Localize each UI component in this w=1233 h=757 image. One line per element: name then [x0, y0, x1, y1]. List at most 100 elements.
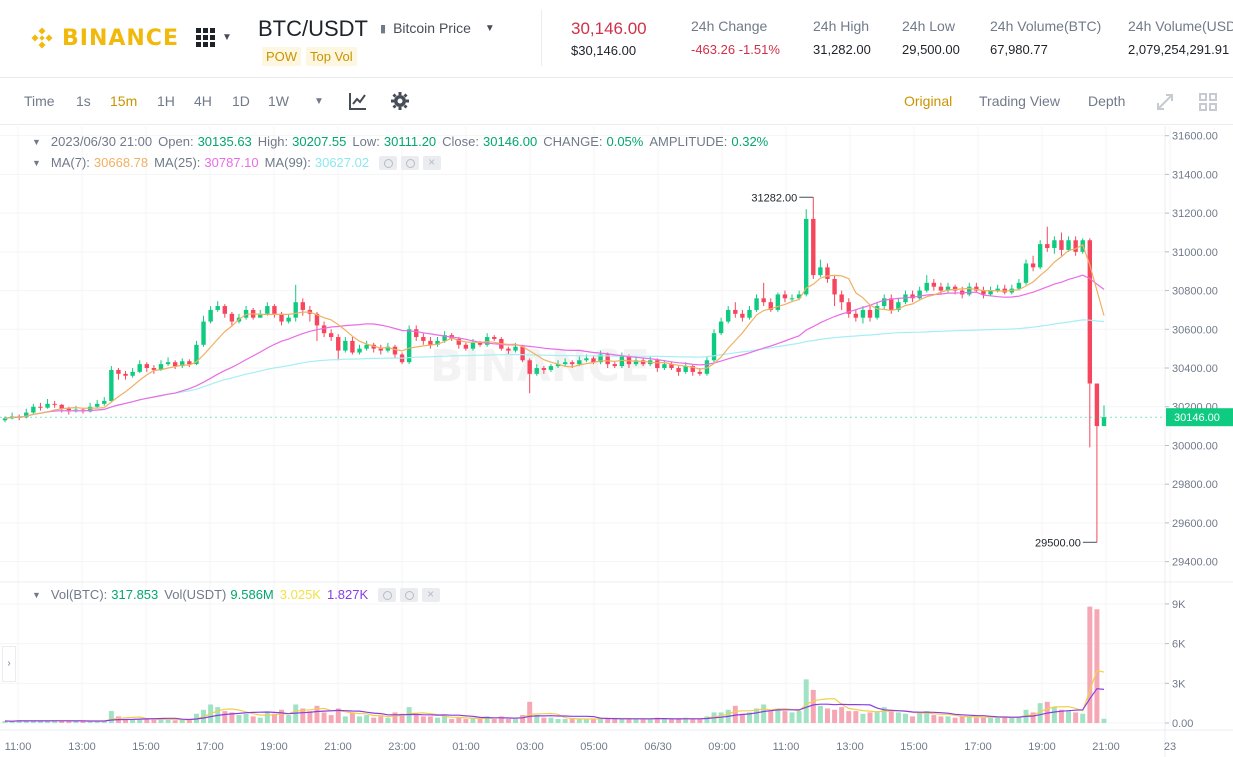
volume-bar-down — [527, 701, 533, 723]
volume-bar-down — [186, 720, 192, 723]
visibility-eye-icon[interactable] — [379, 155, 398, 170]
candle-down — [811, 218, 816, 276]
interval-1d[interactable]: 1D — [232, 93, 250, 109]
settings-icon[interactable] — [400, 587, 419, 602]
volume-bar-down — [172, 720, 178, 723]
candle-down — [676, 368, 681, 372]
candle-down — [300, 302, 305, 310]
volume-bar-down — [59, 720, 65, 723]
candle-down — [839, 294, 844, 303]
candle-down — [321, 325, 327, 334]
volume-bar-up — [598, 717, 604, 723]
view-depth[interactable]: Depth — [1088, 93, 1126, 109]
pair-info-link[interactable]: ▮ Bitcoin Price ▼ — [380, 20, 495, 36]
volume-bar-up — [988, 717, 994, 723]
candle-up — [967, 286, 972, 295]
view-original[interactable]: Original — [904, 93, 953, 109]
candle-up — [598, 354, 603, 363]
settings-gear-icon[interactable] — [390, 91, 410, 116]
price-chart[interactable]: BINANCE 31282.00 29500.00 31600.00 31400.00 3… — [0, 126, 1233, 757]
binance-logo[interactable]: BINANCE — [28, 24, 179, 52]
candlestick-chart-svg[interactable]: BINANCE 31282.00 29500.00 31600.00 31400.00 3… — [0, 126, 1233, 757]
interval-1w[interactable]: 1W — [268, 93, 289, 109]
volume-bar-down — [676, 719, 682, 723]
interval-15m[interactable]: 15m — [110, 93, 138, 109]
volume-bar-up — [924, 711, 930, 723]
volume-bar-down — [463, 719, 469, 723]
time-tick-label: 23:00 — [388, 741, 416, 753]
interval-4h[interactable]: 4H — [194, 93, 212, 109]
volume-bar-down — [271, 713, 277, 723]
interval-1s[interactable]: 1s — [76, 93, 91, 109]
volume-bar-up — [761, 704, 767, 723]
candle-up — [130, 371, 135, 376]
settings-icon[interactable] — [401, 155, 420, 170]
candle-down — [1059, 240, 1064, 250]
last-price-tag — [1166, 408, 1233, 427]
volume-bar-down — [1094, 609, 1100, 723]
volume-bar-down — [973, 717, 979, 723]
volume-bar-up — [789, 712, 795, 723]
candle-down — [38, 406, 43, 408]
candle-down — [1094, 383, 1100, 427]
volume-bar-up — [1101, 718, 1107, 723]
candle-up — [555, 364, 561, 367]
candle-down — [697, 371, 703, 374]
pair-subtitle: Bitcoin Price — [393, 20, 471, 36]
visibility-eye-icon[interactable] — [378, 587, 397, 602]
volume-bar-down — [477, 719, 483, 723]
volume-bar-up — [101, 720, 107, 723]
volume-bar-up — [30, 720, 36, 723]
close-icon[interactable] — [423, 155, 442, 170]
fullscreen-icon[interactable] — [1155, 92, 1175, 117]
view-trading-view[interactable]: Trading View — [979, 93, 1060, 109]
interval-1h[interactable]: 1H — [157, 93, 175, 109]
volume-bar-up — [548, 717, 554, 723]
volume-bar-up — [385, 717, 391, 723]
candle-up — [896, 302, 901, 310]
close-icon[interactable] — [422, 587, 441, 602]
volume-bar-down — [1073, 712, 1079, 723]
price-tick-label: 29600.00 — [1172, 518, 1218, 530]
volume-bar-down — [952, 717, 958, 723]
collapse-triangle-icon[interactable]: ▼ — [32, 157, 41, 168]
volume-ma5-line — [4, 669, 1105, 722]
candle-up — [265, 306, 270, 314]
volume-bar-up — [442, 716, 448, 723]
candle-down — [314, 313, 320, 326]
candle-up — [726, 309, 731, 322]
indicators-icon[interactable] — [348, 91, 368, 116]
collapse-triangle-icon[interactable]: ▼ — [32, 136, 41, 147]
candle-up — [711, 333, 717, 361]
tag-pow[interactable]: POW — [262, 47, 302, 66]
volume-bar-down — [449, 719, 455, 723]
volume-bar-up — [357, 716, 362, 723]
candle-down — [428, 340, 433, 345]
more-intervals-chevron-icon[interactable]: ▼ — [314, 96, 324, 107]
volume-bar-up — [73, 721, 79, 723]
volume-bar-up — [484, 716, 490, 723]
volume-bar-up — [917, 712, 923, 723]
time-tick-label: 15:00 — [132, 741, 160, 753]
candle-down — [981, 290, 986, 295]
candle-up — [988, 290, 993, 295]
ma25-label: MA(25): — [154, 155, 201, 170]
volume-bar-up — [264, 712, 270, 723]
candle-up — [1016, 282, 1022, 289]
interval-time[interactable]: Time — [24, 93, 55, 109]
expand-sidebar-chevron-icon[interactable]: › — [2, 646, 16, 682]
tag-top-vol[interactable]: Top Vol — [306, 47, 357, 66]
binance-watermark: BINANCE — [430, 341, 650, 392]
time-tick-label: 13:00 — [836, 741, 864, 753]
volume-bar-up — [1051, 707, 1057, 723]
candle-down — [570, 362, 575, 365]
volume-bar-up — [165, 719, 171, 723]
layout-grid-icon[interactable] — [1198, 92, 1218, 117]
vol-btc-label: Vol(BTC): — [50, 587, 108, 602]
apps-menu-button[interactable]: ▼ — [196, 28, 232, 47]
volume-bar-up — [108, 711, 114, 723]
volume-bar-up — [754, 708, 760, 723]
collapse-triangle-icon[interactable]: ▼ — [32, 589, 41, 600]
candle-up — [94, 403, 100, 407]
candle-up — [804, 218, 809, 295]
